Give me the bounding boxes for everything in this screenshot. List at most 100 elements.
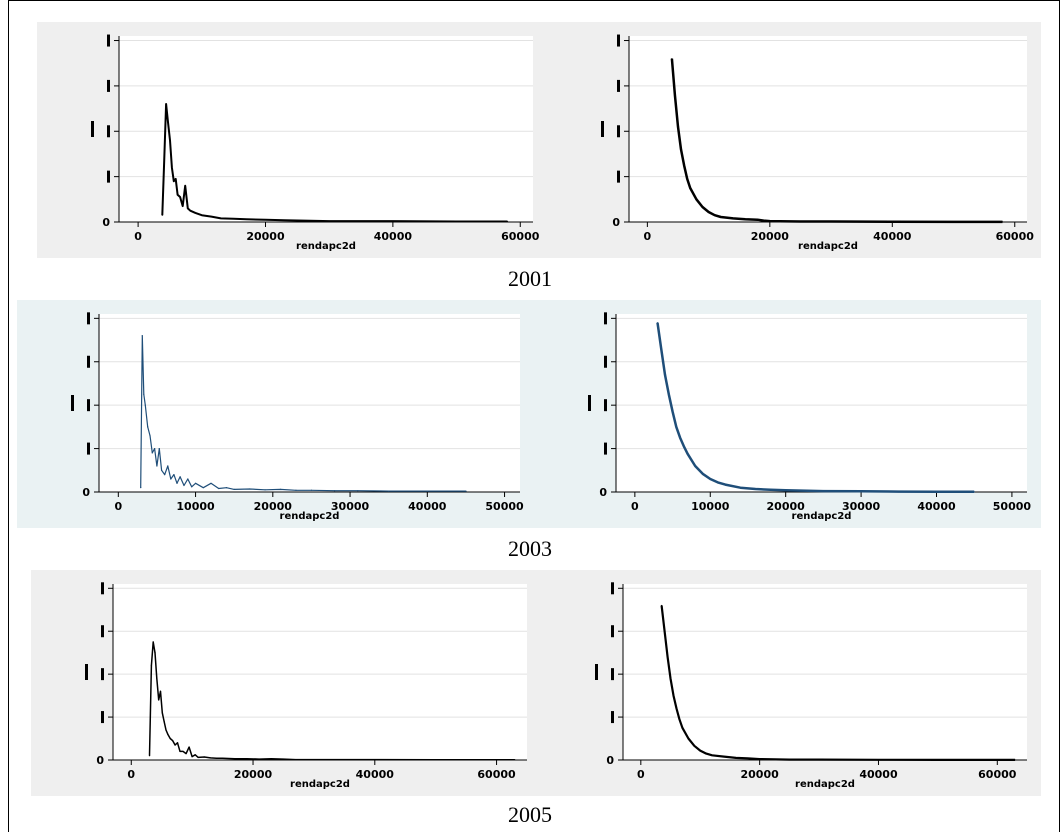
- x-tick-label: 0: [134, 230, 142, 243]
- data-point: [185, 752, 187, 755]
- data-point: [154, 652, 156, 654]
- data-point: [270, 758, 272, 760]
- data-point: [210, 215, 212, 218]
- data-point: [671, 58, 673, 60]
- data-point: [830, 220, 832, 223]
- data-point: [799, 220, 802, 223]
- x-axis-label: rendapc2d: [296, 241, 356, 252]
- x-tick-label: 0: [114, 500, 122, 513]
- y-tick-label-mark: [604, 442, 607, 455]
- data-point: [176, 742, 179, 744]
- y-axis-label-mark: [71, 395, 74, 411]
- data-point: [194, 212, 197, 214]
- data-point: [148, 755, 151, 757]
- data-point: [822, 490, 824, 492]
- data-point: [201, 214, 203, 216]
- y-tick-label-mark: [611, 625, 614, 638]
- x-tick-label: 60000: [477, 768, 516, 781]
- x-tick-label: 50000: [993, 500, 1032, 513]
- data-point: [158, 447, 160, 450]
- data-point: [221, 757, 224, 759]
- x-tick-label: 40000: [356, 768, 395, 781]
- data-point: [233, 488, 235, 490]
- data-point: [671, 411, 674, 413]
- y-tick-label-mark: [604, 355, 607, 368]
- data-point: [891, 221, 893, 223]
- data-point: [672, 695, 675, 697]
- data-point: [164, 474, 166, 476]
- data-point: [702, 473, 704, 475]
- data-point: [465, 490, 467, 492]
- data-point: [669, 677, 672, 680]
- data-point: [171, 166, 173, 169]
- data-point: [215, 757, 218, 759]
- x-axis-label: rendapc2d: [792, 511, 852, 522]
- data-point: [154, 447, 156, 450]
- data-point: [328, 220, 330, 222]
- data-point: [709, 478, 711, 480]
- data-point: [160, 469, 163, 471]
- data-point: [169, 139, 171, 141]
- y-tick-label-mark: [107, 79, 110, 92]
- y-tick-label-mark: [107, 34, 110, 47]
- data-point: [660, 348, 662, 350]
- data-point: [681, 727, 684, 729]
- x-tick-label: 30000: [331, 500, 370, 513]
- data-point: [188, 746, 190, 748]
- data-point: [818, 758, 820, 761]
- chart-2005-right: 0 0 20000 40000 60000 rendapc2d: [541, 570, 1041, 796]
- x-tick-label: 0: [637, 768, 645, 781]
- data-point: [176, 482, 178, 484]
- data-point: [661, 604, 663, 607]
- data-point: [937, 759, 939, 761]
- data-point: [686, 178, 688, 180]
- data-point: [744, 218, 746, 220]
- data-point: [197, 756, 199, 759]
- data-point: [184, 185, 186, 187]
- data-point: [769, 220, 771, 222]
- y-axis-label-mark: [588, 395, 591, 411]
- data-point: [194, 482, 197, 484]
- x-tick-label: 30000: [842, 500, 881, 513]
- x-axis-label: rendapc2d: [798, 241, 858, 252]
- density-line: [670, 58, 1003, 224]
- y-tick-label-mark: [101, 625, 104, 638]
- y-tick-label: 0: [82, 486, 90, 499]
- x-tick-label: 60000: [501, 230, 540, 243]
- data-point: [785, 489, 787, 491]
- data-point: [169, 737, 171, 740]
- data-point: [455, 220, 458, 223]
- x-tick-label: 10000: [176, 500, 215, 513]
- data-point: [234, 758, 236, 760]
- data-point: [225, 487, 228, 489]
- data-point: [898, 490, 900, 493]
- data-point: [284, 219, 286, 221]
- data-point: [666, 656, 669, 658]
- data-point: [860, 490, 862, 492]
- y-tick-label-mark: [617, 125, 620, 138]
- y-tick-label-mark: [611, 668, 614, 681]
- y-tick-label-mark: [107, 170, 110, 183]
- data-point: [788, 758, 790, 761]
- density-line: [660, 605, 1016, 761]
- data-point: [143, 393, 145, 395]
- chart-2003-left: 0 0 10000 20000 30000 40000 50000 rendapc2d: [17, 300, 534, 528]
- data-point: [701, 206, 704, 208]
- data-point: [695, 198, 697, 200]
- data-point: [668, 393, 670, 395]
- data-point: [202, 487, 204, 489]
- data-point: [747, 757, 749, 759]
- data-point: [159, 690, 162, 692]
- plot-area: [616, 314, 1027, 492]
- chart-2001-right: 0 0 20000 40000 60000 rendapc2d: [547, 22, 1041, 258]
- data-point: [683, 164, 685, 166]
- data-point: [176, 194, 179, 196]
- y-axis-label-mark: [595, 664, 598, 680]
- data-point: [189, 210, 191, 212]
- data-point: [295, 489, 297, 491]
- x-tick-label: 40000: [873, 230, 912, 243]
- data-point: [687, 737, 689, 740]
- y-tick-label-mark: [101, 711, 104, 724]
- data-point: [663, 630, 666, 632]
- x-tick-label: 40000: [374, 230, 413, 243]
